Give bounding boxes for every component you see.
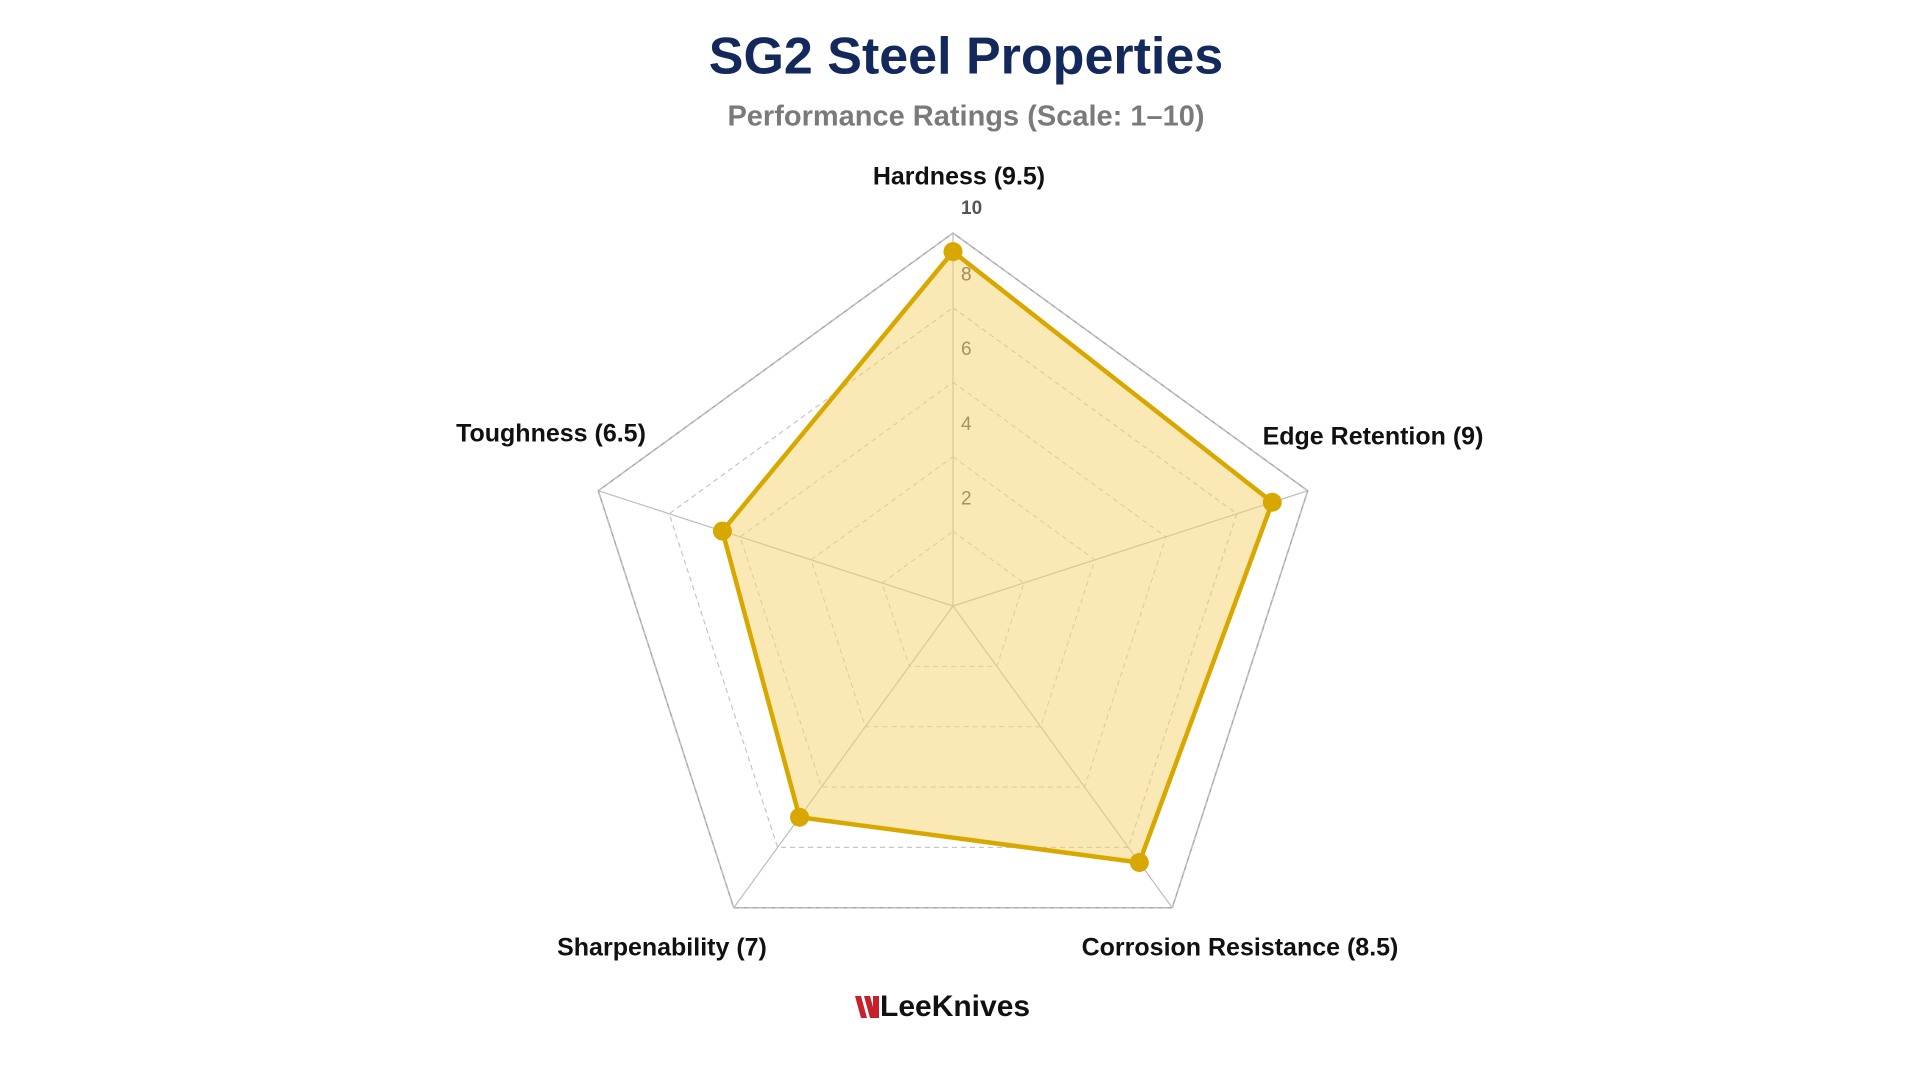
axis-label: Edge Retention (9) [1263,423,1484,451]
data-area [720,249,1275,865]
r-tick-label: 10 [961,198,982,219]
data-point [1262,492,1282,512]
chart-title: SG2 Steel Properties [709,28,1223,86]
chart-subtitle: Performance Ratings (Scale: 1–10) [727,101,1204,133]
data-point [790,807,810,827]
data-point [1129,852,1149,872]
axis-label: Hardness (9.5) [873,163,1045,191]
data-point [943,242,963,262]
axis-label: Toughness (6.5) [456,420,646,448]
brand: LeeKnives [880,990,1030,1023]
logo: LeeKnives [855,990,1030,1023]
data-point [712,521,732,541]
axis-label: Corrosion Resistance (8.5) [1082,934,1399,962]
logo-icon [855,996,879,1018]
grid-ring [597,232,1309,909]
axis-label: Sharpenability (7) [557,934,767,962]
